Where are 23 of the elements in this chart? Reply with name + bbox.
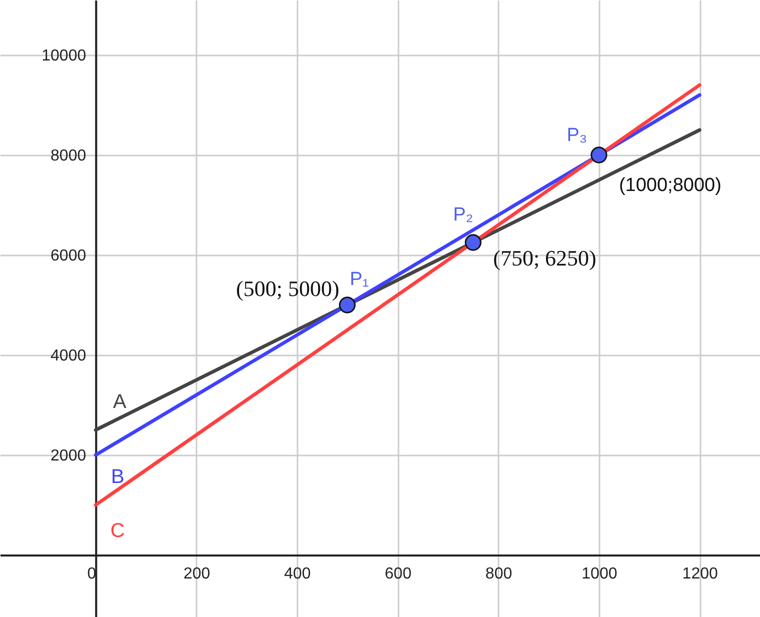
x-tick-label: 1200 [682,566,718,582]
x-tick-label: 1000 [582,566,618,582]
series-label: B [110,466,124,488]
x-tick-label: 400 [284,566,311,582]
annotation: (1000;8000) [618,175,722,196]
x-tick-label: 800 [485,566,512,582]
series-label: A [112,391,127,413]
point [338,296,356,314]
series-label: C [110,520,125,542]
annotation: (500; 5000) [236,276,340,301]
annotation: P₁ [350,269,369,290]
y-tick-label: 10000 [42,48,86,64]
annotation: P₃ [566,125,588,146]
y-tick-label: 6000 [50,248,86,264]
y-tick-label: 8000 [50,148,86,164]
annotation: P₂ [453,204,474,226]
y-tick-label: 2000 [50,448,86,464]
x-tick-label: 600 [384,566,412,582]
annotation: (750; 6250) [493,246,596,270]
x-tick-label: 200 [183,566,210,582]
y-tick-label: 4000 [50,348,86,364]
point [590,146,608,164]
point [464,234,482,251]
